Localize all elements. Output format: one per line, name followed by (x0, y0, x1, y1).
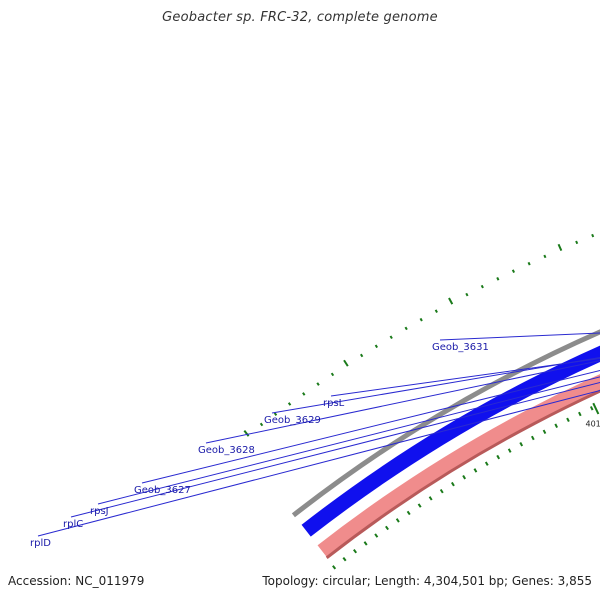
gc-skew-dot (496, 277, 500, 281)
gene-label-leader (97, 376, 600, 505)
kbp-labels: 4016 kbp4017 kbp4018 kbp4019 kbp4020 kbp… (585, 420, 600, 429)
gc-skew-dot (343, 359, 349, 367)
gene-label-leader (271, 357, 600, 414)
gc-skew-dot (302, 392, 306, 396)
gc-skew-dot (243, 430, 250, 437)
minor-tick (589, 406, 594, 411)
gc-skew-dot (591, 233, 595, 238)
minor-tick (406, 510, 411, 516)
minor-tick (395, 518, 400, 523)
forward-gene (300, 344, 600, 539)
gc-skew-dot (543, 254, 547, 259)
gc-skew-dot (557, 243, 563, 252)
accession-text: Accession: NC_011979 (8, 574, 145, 588)
gene-label-leader (70, 382, 600, 518)
reverse-strand-genes (316, 373, 600, 560)
minor-ticks (332, 406, 594, 570)
gene-label: Geob_3627 (134, 485, 191, 496)
gc-skew-dot (374, 344, 379, 349)
minor-tick (484, 461, 489, 466)
minor-tick (332, 565, 337, 570)
gene-label: rplC (63, 519, 83, 530)
gene-label-leader (205, 360, 600, 444)
minor-tick (578, 411, 582, 417)
minor-tick (451, 481, 455, 487)
gene-label-leader (37, 389, 600, 537)
reverse-gene-shadow (325, 389, 600, 559)
gc-skew-dot (511, 269, 515, 273)
minor-tick (385, 525, 389, 531)
gc-skew-dot (575, 240, 579, 245)
gene-label: rplD (30, 538, 51, 549)
minor-tick (531, 435, 535, 441)
kbp-tick (592, 402, 600, 415)
gc-skew-dot (419, 317, 423, 322)
minor-tick (542, 429, 547, 435)
gc-skew-dot (404, 326, 408, 331)
gene-label: Geob_3631 (432, 342, 489, 353)
minor-tick (496, 454, 501, 460)
gene-label: rpsL (323, 398, 345, 409)
minor-tick (462, 474, 467, 480)
gc-skew-dot (389, 335, 393, 340)
kbp-tick-marks (592, 402, 600, 415)
kbp-label: 4016 kbp (585, 420, 600, 429)
gc-skew-dot (273, 412, 278, 416)
gc-skew-dot (330, 372, 335, 377)
map-title: Geobacter sp. FRC-32, complete genome (162, 10, 438, 25)
minor-tick (519, 441, 524, 447)
gene-label: Geob_3628 (198, 445, 255, 456)
gene-labels: rplD rplC rpsJ Geob_3627 Geob_3628 Geob_3629r… (30, 332, 600, 549)
gc-skew-dot (465, 292, 469, 297)
minor-tick (566, 417, 570, 423)
minor-tick (363, 541, 368, 546)
genome-summary-text: Topology: circular; Length: 4,304,501 bp… (262, 574, 592, 588)
gene-label-leader (330, 358, 600, 397)
minor-tick (342, 557, 347, 562)
gc-skew-dot (434, 309, 438, 313)
minor-tick (353, 549, 358, 554)
gene-label: rpsJ (90, 506, 109, 517)
minor-tick (417, 503, 422, 508)
gc-skew-dot (480, 284, 484, 289)
minor-tick (374, 533, 379, 538)
gc-skew-dot (527, 261, 531, 266)
minor-tick (554, 423, 559, 428)
gene-label-leader (439, 332, 600, 341)
minor-tick (473, 468, 478, 473)
gc-skew-dot (287, 402, 292, 406)
gc-skew-dot (448, 297, 454, 305)
forward-strand-genes (300, 344, 600, 539)
minor-tick (507, 448, 512, 453)
minor-tick (439, 488, 444, 494)
gc-skew-dots (243, 233, 595, 437)
gene-label-leader (141, 369, 600, 484)
gene-label: Geob_3629 (264, 415, 321, 426)
gc-skew-dot (359, 353, 364, 358)
gc-skew-dot (259, 422, 264, 427)
minor-tick (428, 496, 433, 501)
gc-skew-dot (316, 382, 320, 386)
